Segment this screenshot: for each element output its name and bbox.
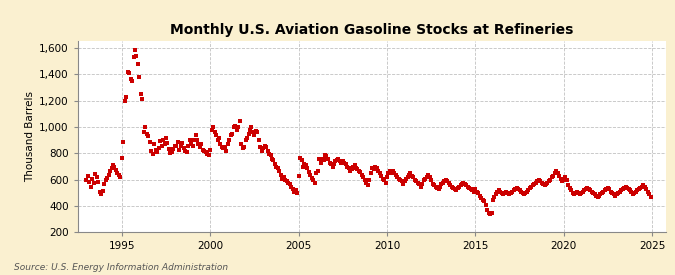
Y-axis label: Thousand Barrels: Thousand Barrels [25, 91, 35, 182]
Text: Source: U.S. Energy Information Administration: Source: U.S. Energy Information Administ… [14, 263, 227, 272]
Title: Monthly U.S. Aviation Gasoline Stocks at Refineries: Monthly U.S. Aviation Gasoline Stocks at… [170, 23, 574, 37]
